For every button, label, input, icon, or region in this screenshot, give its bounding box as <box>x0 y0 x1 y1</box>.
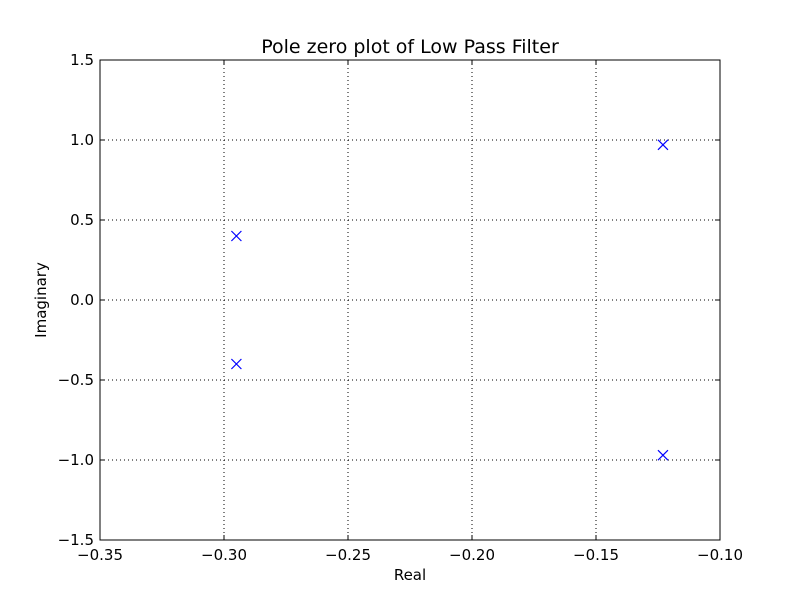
y-tick-label: 1.5 <box>70 51 94 69</box>
x-tick-label: −0.30 <box>201 546 247 564</box>
grid-lines <box>99 59 721 541</box>
y-tick-labels: 1.5 1.0 0.5 0.0 −0.5 −1.0 −1.5 <box>58 51 94 549</box>
y-tick-label: −0.5 <box>58 371 94 389</box>
y-tick-label: −1.0 <box>58 451 94 469</box>
axis-ticks <box>99 59 721 541</box>
x-tick-label: −0.25 <box>325 546 371 564</box>
y-tick-label: 1.0 <box>70 131 94 149</box>
x-tick-label: −0.10 <box>697 546 743 564</box>
x-tick-label: −0.15 <box>573 546 619 564</box>
x-axis-label: Real <box>394 566 426 584</box>
pole-marker <box>657 139 669 151</box>
pole-marker <box>230 358 242 370</box>
pole-marker <box>230 230 242 242</box>
y-axis-label: Imaginary <box>32 262 50 338</box>
chart-title: Pole zero plot of Low Pass Filter <box>261 36 559 58</box>
y-tick-label: 0.0 <box>70 291 94 309</box>
y-tick-label: 0.5 <box>70 211 94 229</box>
y-tick-label: −1.5 <box>58 531 94 549</box>
x-tick-label: −0.35 <box>77 546 123 564</box>
pole-markers <box>230 139 669 461</box>
pole-marker <box>657 449 669 461</box>
x-tick-labels: −0.35 −0.30 −0.25 −0.20 −0.15 −0.10 <box>77 546 743 564</box>
x-tick-label: −0.20 <box>449 546 495 564</box>
